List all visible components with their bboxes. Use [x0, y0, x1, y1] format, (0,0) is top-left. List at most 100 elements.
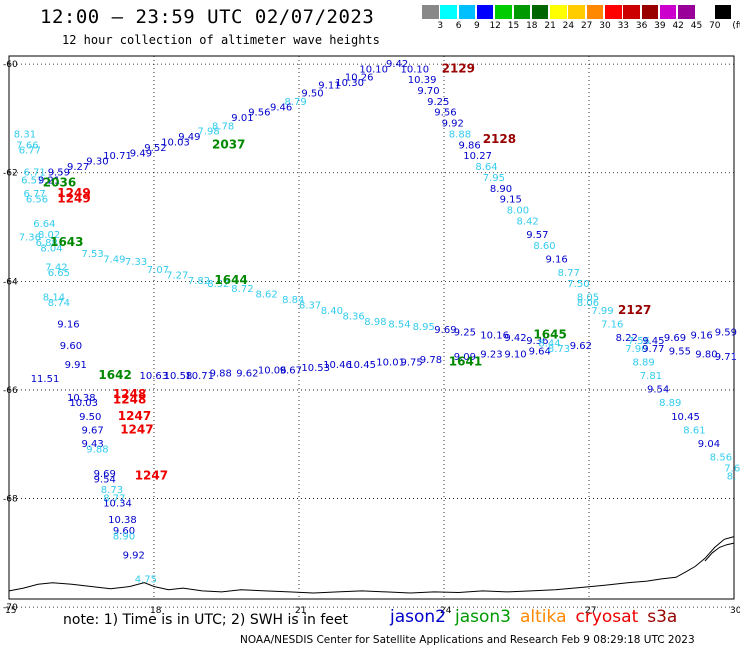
wave-height-value: 10.45	[347, 360, 376, 371]
wave-height-value: 8.90	[490, 184, 512, 195]
color-swatch	[696, 5, 713, 19]
wave-height-value: 10.45	[671, 412, 700, 423]
wave-height-value: 9.27	[67, 162, 89, 173]
wave-height-value: 9.52	[144, 143, 166, 154]
wave-height-value: 7.81	[640, 371, 662, 382]
satellite-pass-labels: 2129212821272037203612491249164316441645…	[43, 61, 652, 482]
wave-height-value: 7.82	[188, 276, 210, 287]
wave-height-value: 7.27	[166, 271, 188, 282]
color-swatch	[623, 5, 640, 19]
wave-height-value: 10.03	[69, 398, 98, 409]
wave-height-value: 9.49	[178, 132, 200, 143]
wave-height-value: 9.16	[57, 320, 79, 331]
wave-height-value: 6.56	[26, 195, 48, 206]
wave-height-value: 7.49	[103, 254, 125, 265]
wave-height-value: 9.62	[570, 341, 592, 352]
wave-height-value: 6.88	[36, 238, 58, 249]
wave-height-value: 9.57	[526, 230, 548, 241]
wave-height-value: 9.69	[434, 325, 456, 336]
satellite-legend: jason2 jason3 altika cryosat s3a	[390, 607, 686, 627]
pass-number-label: 2128	[483, 132, 516, 146]
wave-height-value: 9.92	[123, 550, 145, 561]
wave-height-value: 9.54	[94, 474, 116, 485]
wave-height-value: 9.42	[386, 59, 408, 70]
wave-height-value: 7.53	[82, 249, 104, 260]
color-scale-label: 6	[455, 21, 462, 31]
wave-height-value: 8.52	[207, 279, 229, 290]
pass-number-label: 1247	[118, 409, 151, 423]
satellite-legend-jason3: jason3	[455, 607, 511, 627]
pass-number-label: 1248	[113, 387, 146, 401]
wave-height-value: 9.23	[480, 349, 502, 360]
wave-height-value: 9.54	[647, 385, 669, 396]
color-swatch	[531, 5, 549, 19]
latitude-tick-label: -66	[3, 386, 18, 396]
pass-number-label: 2129	[442, 61, 475, 75]
wave-height-value: 10.27	[463, 151, 492, 162]
pass-number-label: 1645	[533, 327, 566, 341]
wave-height-value: 8.77	[103, 493, 125, 504]
satellite-legend-altika: altika	[520, 607, 567, 627]
pass-number-label: 1249	[57, 186, 90, 200]
wave-height-value: 6.77	[24, 189, 46, 200]
wave-height-value: 6.77	[19, 146, 41, 157]
wave-height-value: 10.26	[345, 72, 374, 83]
wave-height-value: 9.62	[236, 368, 258, 379]
wave-height-value: 8.84	[282, 295, 304, 306]
wave-height-value: 9.75	[401, 358, 423, 369]
latitude-tick-label: -64	[3, 277, 18, 287]
wave-height-value: 6.64	[33, 219, 55, 230]
wave-height-value: 9.10	[504, 349, 526, 360]
color-swatch	[605, 5, 622, 19]
wave-height-value: 8.64	[475, 162, 497, 173]
color-scale-label: 39	[654, 21, 666, 31]
longitude-tick-label: 30	[730, 606, 740, 616]
pass-number-label: 2036	[43, 175, 76, 189]
wave-height-value: 9.69	[94, 469, 116, 480]
wave-height-value: 9.36	[526, 336, 548, 347]
color-scale-label: 36	[635, 21, 648, 31]
wave-height-value: 8.	[727, 472, 737, 483]
wave-height-value: 9.56	[434, 108, 456, 119]
wave-height-value: 4.75	[135, 575, 157, 586]
pass-number-label: 1248	[113, 393, 146, 407]
wave-height-value: 9.92	[442, 119, 464, 130]
wave-height-value: 9.01	[231, 113, 253, 124]
wave-height-value: 9.15	[500, 195, 522, 206]
longitude-tick-label: 24	[440, 606, 452, 616]
wave-height-value: 9.21	[38, 176, 60, 187]
color-scale-label: 3	[437, 21, 444, 31]
wave-height-value: 9.11	[318, 81, 340, 92]
wave-height-value: 9.25	[454, 328, 476, 339]
wave-height-value: 8.04	[40, 244, 62, 255]
wave-height-value: 8.98	[364, 317, 386, 328]
color-swatch	[458, 5, 476, 19]
pass-number-label: 1642	[98, 368, 131, 382]
wave-height-value: 8.62	[256, 290, 278, 301]
wave-height-value: 9.80	[695, 349, 717, 360]
credit-line: NOAA/NESDIS Center for Satellite Applica…	[240, 634, 695, 646]
wave-height-value: 10.46	[323, 360, 352, 371]
wave-height-value: 9.50	[301, 89, 323, 100]
wave-height-value: 9.50	[79, 412, 101, 423]
wave-height-value: 8.78	[212, 121, 234, 132]
color-scale-label: 18	[526, 21, 538, 31]
satellite-legend-cryosat: cryosat	[575, 607, 639, 627]
pass-number-label: 2037	[212, 137, 245, 151]
wave-height-value: 10.03	[161, 138, 190, 149]
wave-height-value: 8.22	[616, 333, 638, 344]
longitude-tick-label: 15	[5, 606, 16, 616]
color-swatch	[440, 5, 457, 19]
wave-height-value: 8.61	[683, 425, 705, 436]
wave-height-value: 9.59	[48, 168, 70, 179]
wave-height-value: 8.89	[633, 358, 655, 369]
wave-height-value: 9.88	[86, 444, 108, 455]
color-scale-unit: (ft)	[732, 21, 740, 31]
wave-height-value: 7.33	[125, 257, 147, 268]
wave-height-value: 6.71	[24, 168, 46, 179]
color-swatch	[586, 5, 604, 19]
wave-height-value: 9.04	[698, 439, 720, 450]
color-swatch	[659, 5, 677, 19]
wave-height-value: 7.56	[628, 336, 650, 347]
